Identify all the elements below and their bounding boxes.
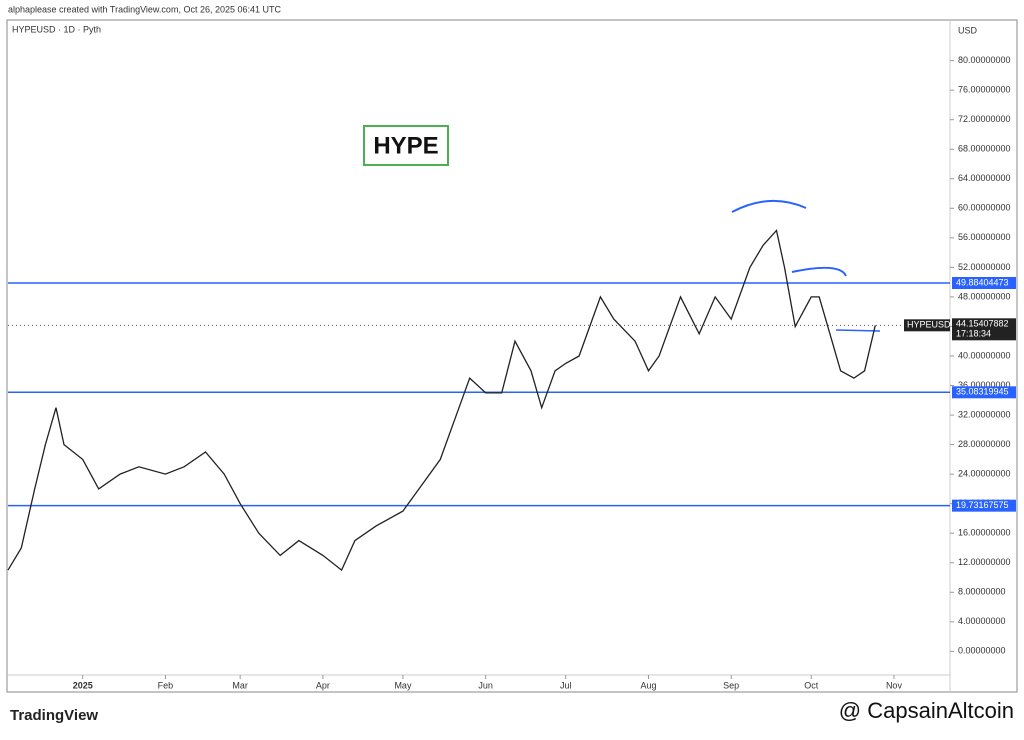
y-tick-label: 68.00000000 — [958, 144, 1011, 154]
last-price-countdown: 17:18:34 — [956, 329, 991, 339]
watermark: @ CapsainAltcoin — [839, 698, 1014, 723]
last-price-box — [952, 318, 1016, 341]
y-tick-label: 76.00000000 — [958, 85, 1011, 95]
last-price-tag — [904, 319, 950, 332]
y-tick-label: 0.00000000 — [958, 646, 1006, 656]
y-unit: USD — [958, 25, 978, 35]
x-tick-label: Sep — [723, 680, 739, 690]
y-tick-label: 32.00000000 — [958, 409, 1011, 419]
y-tick-label: 48.00000000 — [958, 291, 1011, 301]
brand: TradingView — [10, 707, 98, 724]
x-tick-label: Jul — [560, 680, 572, 690]
level-label-box — [952, 386, 1016, 399]
annotation: HYPE — [373, 132, 438, 159]
drawing — [731, 199, 807, 213]
y-tick-label: 52.00000000 — [958, 262, 1011, 272]
y-tick-label: 80.00000000 — [958, 55, 1011, 65]
y-tick-label: 8.00000000 — [958, 587, 1006, 597]
last-price-name: HYPEUSD — [907, 320, 951, 330]
y-tick-label: 60.00000000 — [958, 203, 1011, 213]
y-tick-label: 12.00000000 — [958, 557, 1011, 567]
x-tick-label: Feb — [158, 680, 174, 690]
level-label-box — [952, 277, 1016, 290]
y-tick-label: 40.00000000 — [958, 350, 1011, 360]
x-tick-label: 2025 — [73, 680, 93, 690]
price-line — [7, 229, 876, 572]
x-tick-label: Apr — [316, 680, 330, 690]
x-tick-label: Oct — [804, 680, 819, 690]
y-tick-label: 24.00000000 — [958, 469, 1011, 479]
y-tick-label: 28.00000000 — [958, 439, 1011, 449]
y-tick-label: 72.00000000 — [958, 114, 1011, 124]
x-tick-label: Nov — [886, 680, 903, 690]
level-label-box — [952, 499, 1016, 512]
x-tick-label: Mar — [232, 680, 248, 690]
x-tick-label: Jun — [478, 680, 493, 690]
last-price-value: 44.15407882 — [956, 319, 1009, 329]
frame — [6, 19, 1018, 693]
level-label: 35.08319945 — [956, 387, 1009, 397]
annotation-box — [363, 125, 449, 166]
y-tick-label: 64.00000000 — [958, 173, 1011, 183]
drawing — [791, 266, 847, 277]
y-tick-label: 16.00000000 — [958, 528, 1011, 538]
y-tick-label: 56.00000000 — [958, 232, 1011, 242]
y-tick-label: 4.00000000 — [958, 616, 1006, 626]
level-label: 19.73167575 — [956, 500, 1009, 510]
drawing — [835, 329, 881, 332]
chart-title: HYPEUSD · 1D · Pyth — [12, 24, 101, 34]
x-tick-label: Aug — [640, 680, 656, 690]
credit: alphaplease created with TradingView.com… — [8, 4, 281, 14]
level-label: 49.88404473 — [956, 277, 1009, 287]
x-tick-label: May — [394, 680, 412, 690]
y-tick-label: 36.00000000 — [958, 380, 1011, 390]
